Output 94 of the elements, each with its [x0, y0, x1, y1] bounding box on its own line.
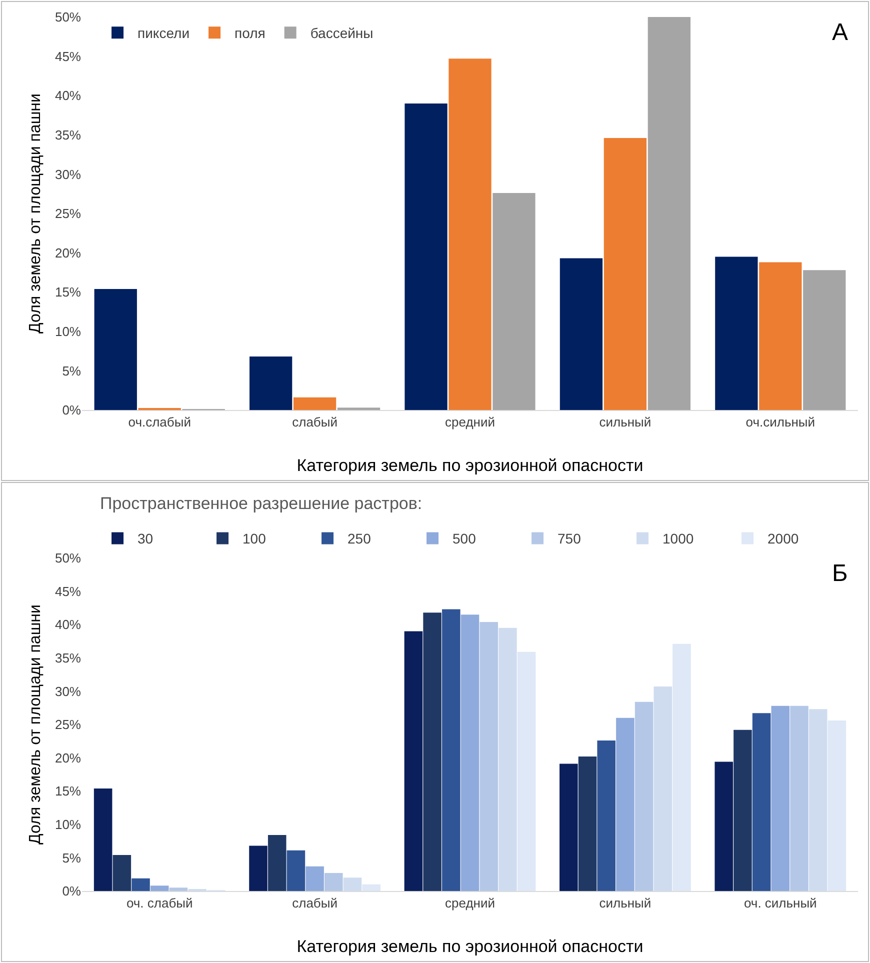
y-tick-label: 25% — [54, 717, 82, 732]
legend-label: 750 — [558, 530, 582, 547]
y-tick-label: 35% — [54, 650, 82, 666]
bar — [286, 850, 306, 891]
y-tick-label: 30% — [54, 166, 82, 182]
y-tick-label: 50% — [54, 10, 82, 25]
y-tick-label: 5% — [62, 363, 82, 378]
bar — [293, 397, 336, 410]
bar — [404, 631, 423, 891]
y-tick-label: 30% — [54, 684, 82, 699]
x-axis-title: Категория земель по эрозионной опасности — [296, 456, 644, 475]
bar — [808, 709, 828, 891]
bar — [604, 138, 647, 410]
bar — [112, 855, 132, 891]
bar — [442, 609, 460, 891]
bar — [803, 270, 846, 410]
y-tick-label: 40% — [54, 88, 82, 104]
bar — [560, 764, 578, 891]
bar — [268, 835, 286, 891]
bar — [480, 622, 498, 891]
bar — [423, 612, 442, 891]
y-tick-label: 10% — [54, 816, 82, 832]
bar — [560, 258, 603, 410]
y-tick-label: 10% — [54, 324, 82, 339]
legend-label: 30 — [138, 530, 154, 547]
bar — [597, 740, 616, 891]
bar — [150, 886, 169, 891]
x-tick-label: оч. слабый — [126, 896, 193, 911]
legend-label: бассейны — [310, 25, 374, 42]
bar — [343, 878, 362, 891]
y-tick-label: 15% — [54, 784, 82, 799]
x-tick-label: средний — [445, 896, 495, 911]
annotation: Б — [832, 560, 848, 587]
bar — [578, 756, 597, 891]
x-tick-label: сильный — [599, 896, 652, 911]
bar — [324, 873, 343, 891]
y-tick-label: 50% — [54, 550, 82, 566]
bar — [517, 652, 536, 891]
bar — [492, 193, 536, 410]
legend-label: пиксели — [138, 25, 190, 42]
bar — [752, 713, 771, 891]
bar — [362, 884, 380, 891]
bar — [460, 614, 480, 891]
y-tick-label: 45% — [54, 48, 82, 64]
y-tick-label: 0% — [62, 884, 82, 899]
x-axis-title: Категория земель по эрозионной опасности — [296, 937, 644, 956]
bar — [306, 866, 324, 891]
legend-label: 100 — [242, 530, 266, 547]
bar — [616, 718, 634, 891]
y-tick-label: 20% — [54, 750, 82, 766]
y-tick-label: 15% — [54, 284, 82, 300]
bar — [448, 58, 492, 410]
bar — [654, 686, 672, 891]
bar — [828, 720, 846, 891]
y-tick-label: 5% — [62, 850, 82, 866]
y-tick-label: 40% — [54, 617, 82, 632]
legend-label: 500 — [452, 530, 476, 547]
legend-label: 250 — [348, 530, 372, 547]
bar — [790, 706, 808, 891]
x-tick-label: слабый — [292, 414, 338, 430]
legend-label: 1000 — [662, 530, 694, 547]
bar — [250, 356, 292, 410]
legend-title: Пространственное разрешение растров: — [100, 494, 422, 513]
annotation: А — [832, 19, 848, 46]
x-tick-label: оч. сильный — [744, 896, 817, 911]
bar — [132, 878, 150, 891]
bar — [498, 628, 517, 891]
x-tick-label: средний — [445, 414, 495, 430]
bar — [734, 730, 752, 891]
legend-label: 2000 — [768, 530, 799, 547]
y-axis-title: Доля земель от площади пашни — [27, 94, 44, 334]
bar — [714, 762, 733, 891]
x-tick-label: оч.сильный — [746, 414, 816, 430]
y-tick-label: 25% — [54, 206, 82, 222]
bar — [759, 262, 802, 410]
bar — [771, 706, 790, 891]
legend-label: поля — [234, 25, 266, 42]
bar — [715, 256, 758, 410]
x-tick-label: слабый — [292, 896, 338, 911]
y-tick-label: 20% — [54, 245, 82, 260]
bar — [94, 788, 112, 891]
y-axis-title: Доля земель от площади пашни — [27, 604, 44, 844]
y-tick-label: 45% — [54, 584, 82, 599]
bar — [648, 17, 690, 410]
x-tick-label: сильный — [599, 414, 652, 430]
x-tick-label: оч.слабый — [128, 414, 191, 430]
bar — [672, 644, 691, 891]
bar — [169, 888, 188, 891]
bar — [404, 103, 448, 410]
bar — [249, 846, 268, 891]
y-tick-label: 35% — [54, 127, 82, 142]
bar — [634, 702, 654, 891]
y-tick-label: 0% — [62, 402, 82, 418]
bar — [94, 288, 137, 410]
